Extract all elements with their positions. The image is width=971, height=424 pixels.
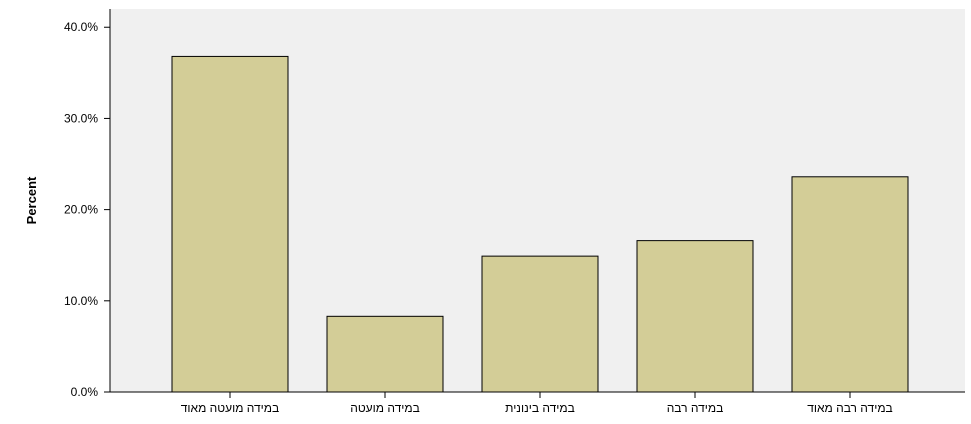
y-tick-label: 10.0% xyxy=(64,294,98,308)
bar xyxy=(481,255,599,393)
x-tick-label: במידה רבה xyxy=(667,401,724,415)
x-tick-label: במידה מועטה מאוד xyxy=(181,401,279,415)
x-tick-label: במידה מועטה xyxy=(350,401,420,415)
y-tick-label: 40.0% xyxy=(64,20,98,34)
bar xyxy=(326,315,444,393)
y-tick-label: 0.0% xyxy=(71,385,99,399)
x-axis: במידה מועטה מאוד במידה מועטה במידה בינונית… xyxy=(110,391,965,415)
y-tick-label: 30.0% xyxy=(64,111,98,125)
bar xyxy=(636,240,754,393)
bar xyxy=(171,55,289,393)
bars-group xyxy=(171,55,909,393)
x-tick-label: במידה רבה מאוד xyxy=(807,401,893,415)
y-tick-label: 20.0% xyxy=(64,203,98,217)
y-axis: 0.0% 10.0% 20.0% 30.0% 40.0% xyxy=(64,9,111,399)
x-tick-label: במידה בינונית xyxy=(505,401,575,415)
bar xyxy=(791,176,909,393)
y-axis-title: Percent xyxy=(24,176,39,224)
